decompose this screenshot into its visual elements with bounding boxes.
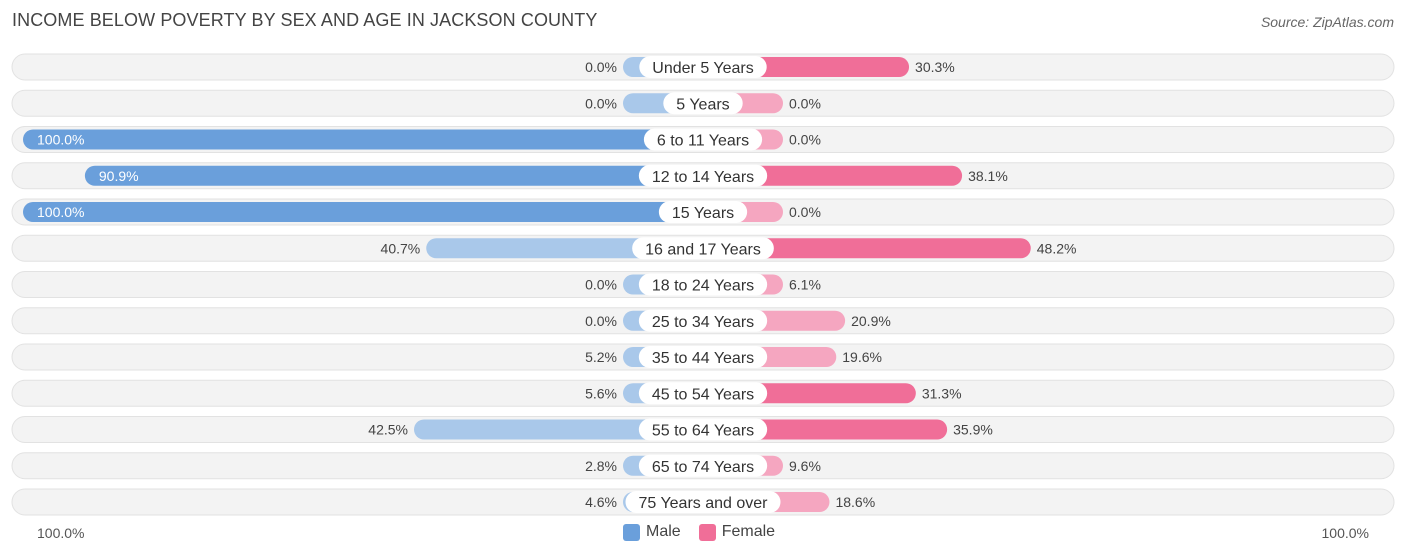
category-label: 15 Years [672, 205, 734, 222]
category-label: 16 and 17 Years [645, 241, 761, 258]
category-pill [638, 164, 768, 187]
legend-female-label: Female [721, 523, 776, 540]
male-value-label: 5.2% [585, 349, 617, 365]
category-label: 12 to 14 Years [652, 169, 754, 186]
category-label: 55 to 64 Years [652, 423, 754, 440]
category-pill [658, 201, 748, 223]
female-value-label: 38.1% [968, 168, 1008, 184]
category-label: 5 Years [676, 96, 729, 113]
male-value-label: 90.9% [99, 168, 139, 184]
legend-male: Male [623, 523, 681, 541]
category-label: 18 to 24 Years [652, 278, 754, 295]
male-value-label: 4.6% [585, 494, 617, 510]
category-label: 75 Years and over [639, 495, 769, 512]
female-value-label: 18.6% [835, 494, 875, 510]
male-value-label: 0.0% [585, 313, 617, 329]
category-pill [625, 491, 781, 513]
female-value-label: 9.6% [789, 458, 821, 474]
male-value-label: 2.8% [585, 458, 617, 474]
male-value-label: 0.0% [585, 59, 617, 75]
female-value-label: 30.3% [915, 59, 955, 75]
legend-female-swatch [698, 523, 716, 541]
category-pill [663, 92, 743, 115]
female-value-label: 20.9% [851, 313, 891, 329]
category-label: 35 to 44 Years [652, 350, 754, 367]
male-value-label: 100.0% [37, 204, 84, 220]
male-bar [23, 129, 703, 150]
male-value-label: 0.0% [585, 95, 617, 111]
female-value-label: 0.0% [789, 132, 821, 148]
chart-canvas: 0.0% 30.3% Under 5 Years 0.0% 0.0% 5 Years 100… [11, 53, 1395, 516]
category-pill [638, 273, 768, 296]
female-bar [703, 165, 963, 186]
female-value-label: 35.9% [953, 422, 993, 438]
category-pill [632, 237, 774, 260]
category-label: 65 to 74 Years [652, 459, 754, 476]
female-value-label: 19.6% [842, 349, 882, 365]
category-label: Under 5 Years [652, 60, 753, 77]
legend-male-label: Male [646, 523, 681, 540]
chart-title: INCOME BELOW POVERTY BY SEX AND AGE IN J… [12, 10, 598, 30]
category-pill [638, 454, 768, 477]
legend-male-swatch [623, 523, 640, 541]
legend-female: Female [698, 523, 776, 541]
male-value-label: 40.7% [381, 240, 421, 256]
axis-left-label: 100.0% [37, 525, 85, 541]
category-label: 45 to 54 Years [652, 386, 754, 403]
category-label: 25 to 34 Years [652, 314, 754, 331]
male-bar [23, 202, 703, 222]
category-label: 6 to 11 Years [657, 133, 749, 150]
male-bar [414, 419, 703, 440]
category-pill [638, 346, 768, 368]
category-pill [643, 128, 763, 151]
source-label: Source: ZipAtlas.com [1260, 14, 1394, 30]
category-pill [639, 56, 767, 78]
axis-right-label: 100.0% [1321, 525, 1369, 541]
female-value-label: 0.0% [789, 204, 821, 220]
legend: Male Female [623, 523, 793, 541]
category-pill [638, 382, 768, 405]
male-bar [84, 165, 703, 186]
male-value-label: 100.0% [37, 132, 84, 148]
female-value-label: 0.0% [789, 95, 821, 111]
male-value-label: 0.0% [585, 277, 617, 293]
male-value-label: 42.5% [368, 422, 408, 438]
female-value-label: 31.3% [922, 385, 962, 401]
male-value-label: 5.6% [585, 385, 617, 401]
category-pill [638, 418, 768, 441]
female-value-label: 48.2% [1037, 240, 1077, 256]
category-pill [638, 309, 768, 332]
female-value-label: 6.1% [789, 277, 821, 293]
female-bar [703, 238, 1031, 259]
